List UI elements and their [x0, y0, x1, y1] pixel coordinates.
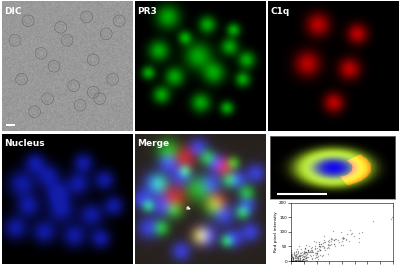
Text: Nucleus: Nucleus	[5, 139, 45, 148]
Text: PR3: PR3	[138, 7, 157, 16]
Text: C1q: C1q	[270, 7, 290, 16]
Text: DIC: DIC	[5, 7, 22, 16]
Text: Merge: Merge	[138, 139, 170, 148]
